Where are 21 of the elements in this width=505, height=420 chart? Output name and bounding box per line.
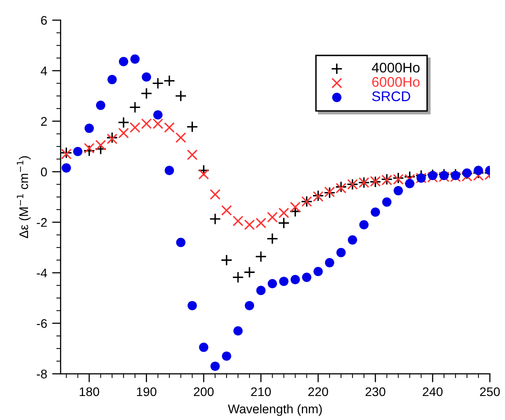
- x-tick-label: 240: [422, 387, 443, 396]
- x-tick-label: 180: [80, 387, 100, 396]
- y-tick-label: -6: [36, 319, 47, 328]
- legend-label: 6000Ho: [372, 77, 420, 87]
- x-tick-label: 200: [194, 387, 214, 396]
- y-tick-label: 4: [40, 66, 48, 76]
- x-tick-label: 190: [136, 387, 156, 396]
- y-tick-label: -2: [36, 218, 47, 227]
- x-axis-title: Wavelength (nm): [228, 404, 322, 416]
- x-tick-label: 220: [308, 387, 328, 396]
- y-tick-label: 0: [40, 168, 47, 176]
- y-tick-label: 6: [41, 16, 47, 25]
- x-tick-label: 230: [366, 387, 386, 396]
- legend-label: SRCD: [372, 91, 410, 102]
- y-tick-label: 2: [41, 117, 47, 126]
- x-tick-label: 210: [251, 387, 271, 396]
- legend-label: 4000Ho: [372, 62, 420, 73]
- y-tick-label: -8: [36, 370, 47, 378]
- x-tick-label: 250: [480, 387, 500, 396]
- y-tick-label: -4: [36, 268, 48, 278]
- y-axis-title: Δε (M$^{−1}$ cm$^{−1}$): [16, 156, 31, 238]
